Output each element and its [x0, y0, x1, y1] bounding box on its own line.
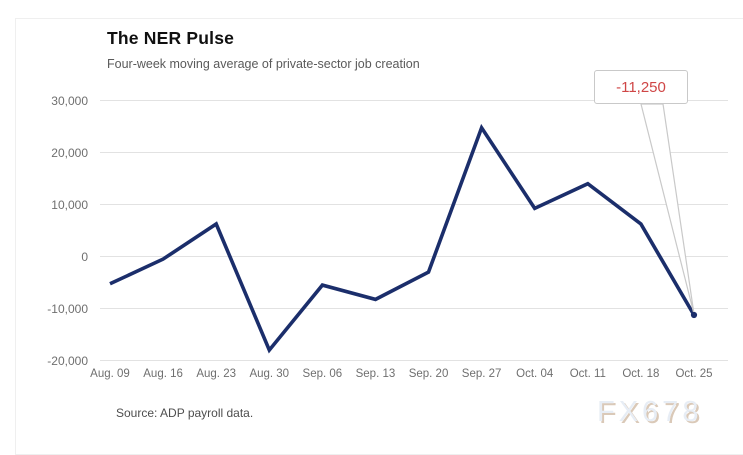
x-tick-label: Sep. 06 — [302, 368, 343, 380]
x-tick-label: Sep. 13 — [355, 368, 396, 380]
source-note: Source: ADP payroll data. — [116, 406, 254, 420]
callout-value-box: -11,250 — [594, 70, 688, 104]
watermark-fx678: FX678 — [597, 396, 703, 428]
x-tick-label: Oct. 04 — [516, 368, 554, 380]
callout-tail — [640, 103, 695, 315]
last-point-dot — [690, 311, 698, 319]
chart-title: The NER Pulse — [107, 28, 235, 48]
chart-subtitle: Four-week moving average of private-sect… — [107, 57, 420, 71]
x-tick-label: Sep. 27 — [461, 368, 502, 380]
y-tick-label: -20,000 — [47, 353, 88, 368]
x-tick-label: Aug. 30 — [249, 368, 290, 380]
x-tick-label: Sep. 20 — [408, 368, 449, 380]
x-tick-label: Oct. 11 — [569, 368, 606, 380]
x-tick-label: Oct. 25 — [675, 368, 713, 380]
x-tick-label: Aug. 16 — [143, 368, 183, 380]
x-tick-label: Aug. 23 — [196, 368, 236, 380]
y-tick-label: 20,000 — [51, 145, 88, 160]
x-tick-label: Oct. 18 — [622, 368, 660, 380]
y-tick-label: -10,000 — [47, 301, 88, 316]
x-tick-label: Aug. 09 — [90, 368, 130, 380]
data-line — [109, 123, 696, 354]
callout-value: -11,250 — [616, 78, 666, 96]
y-tick-label: 0 — [81, 249, 88, 264]
y-tick-label: 10,000 — [51, 197, 88, 212]
y-tick-label: 30,000 — [51, 93, 88, 108]
